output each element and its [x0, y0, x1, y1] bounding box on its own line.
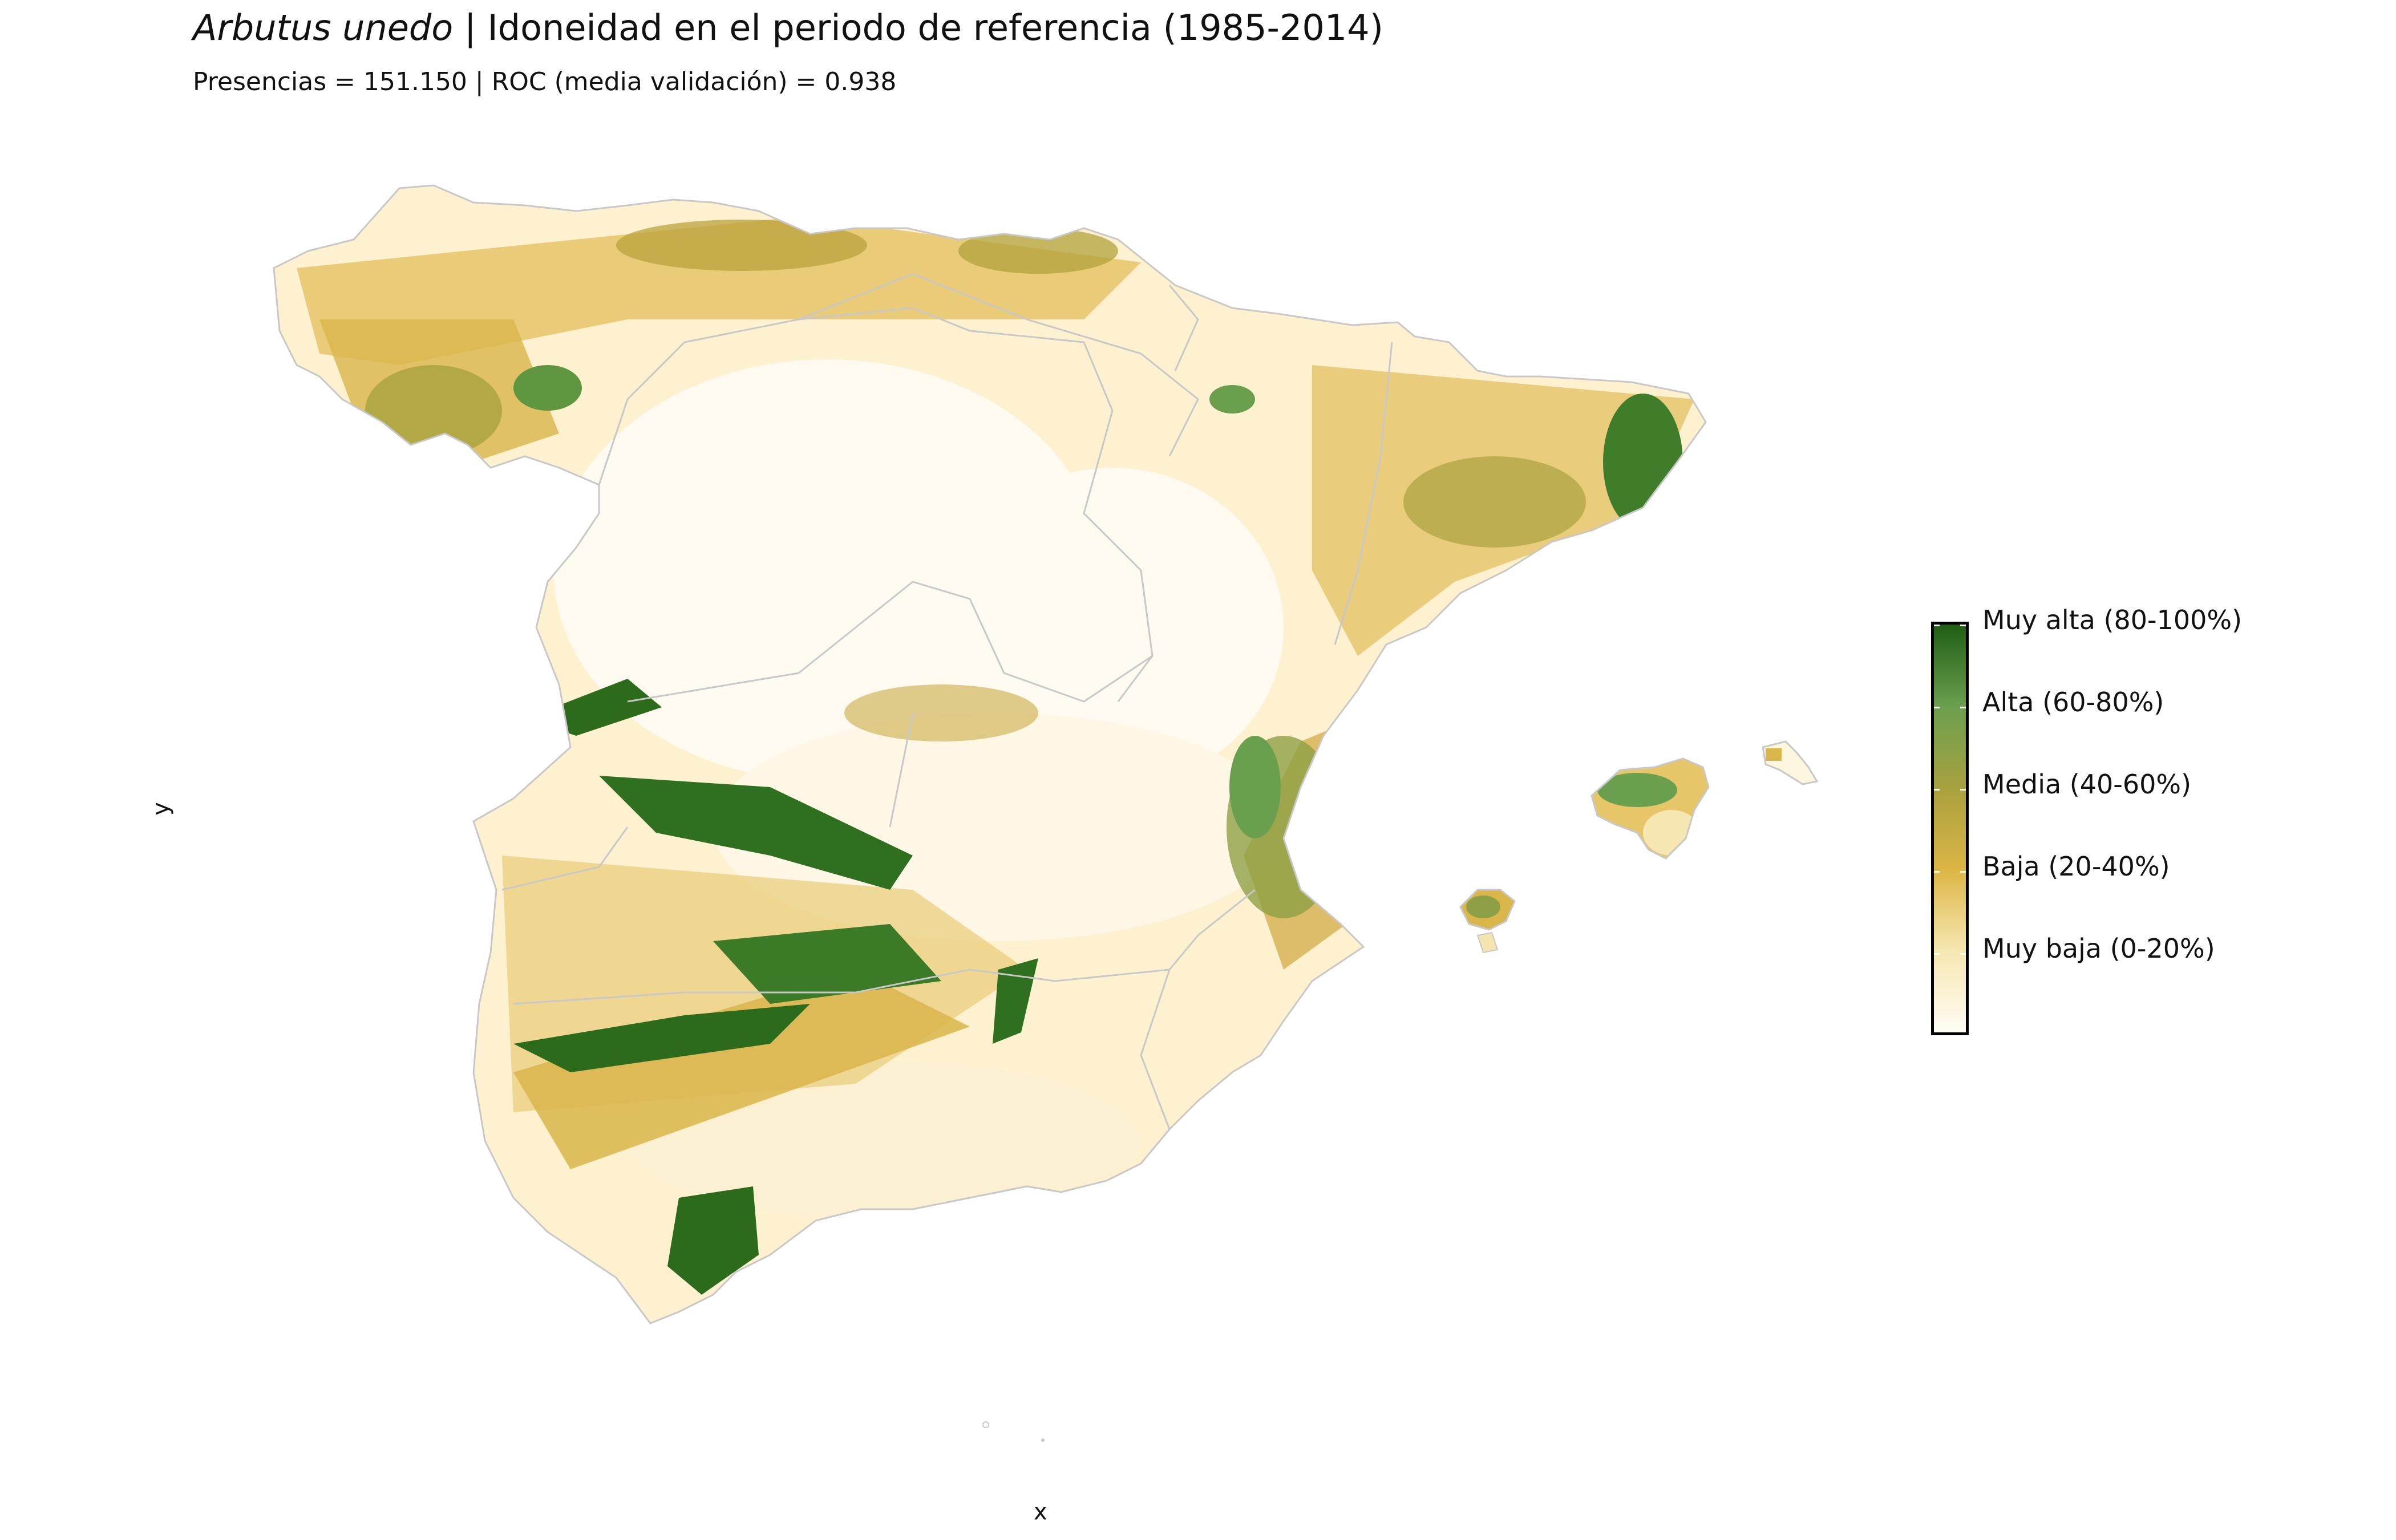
- peninsula-raster: [274, 185, 1706, 1323]
- title-species: Arbutus unedo: [193, 7, 454, 48]
- islet-marker: [982, 1421, 989, 1428]
- legend-label-medium: Media (40-60%): [1982, 769, 2192, 800]
- regional-borders: [501, 273, 1393, 1130]
- menorca-island: [1762, 740, 1819, 785]
- legend-label-high: Alta (60-80%): [1982, 687, 2164, 718]
- title-rest: | Idoneidad en el periodo de referencia …: [453, 7, 1383, 48]
- map-subtitle: Presencias = 151.150 | ROC (media valida…: [193, 67, 897, 96]
- legend: Muy alta (80-100%) Alta (60-80%) Media (…: [1982, 605, 2325, 1038]
- mallorca-coastline: [1590, 757, 1710, 860]
- menorca-patch: [1766, 748, 1782, 761]
- map-title: Arbutus unedo | Idoneidad en el periodo …: [193, 7, 1383, 48]
- ibiza-raster: [1460, 890, 1515, 930]
- legend-label-low: Baja (20-40%): [1982, 851, 2170, 882]
- ibiza-coastline: [1459, 889, 1516, 931]
- legend-label-very-high: Muy alta (80-100%): [1982, 605, 2243, 635]
- mallorca-raster: [1592, 759, 1709, 858]
- legend-colorbar: [1931, 622, 1969, 1035]
- formentera-island: [1476, 931, 1499, 954]
- x-axis-label: x: [1034, 1499, 1047, 1525]
- legend-label-very-low: Muy baja (0-20%): [1982, 933, 2215, 964]
- peninsula-coastline: [273, 184, 1707, 1324]
- islet-marker: [1041, 1438, 1045, 1442]
